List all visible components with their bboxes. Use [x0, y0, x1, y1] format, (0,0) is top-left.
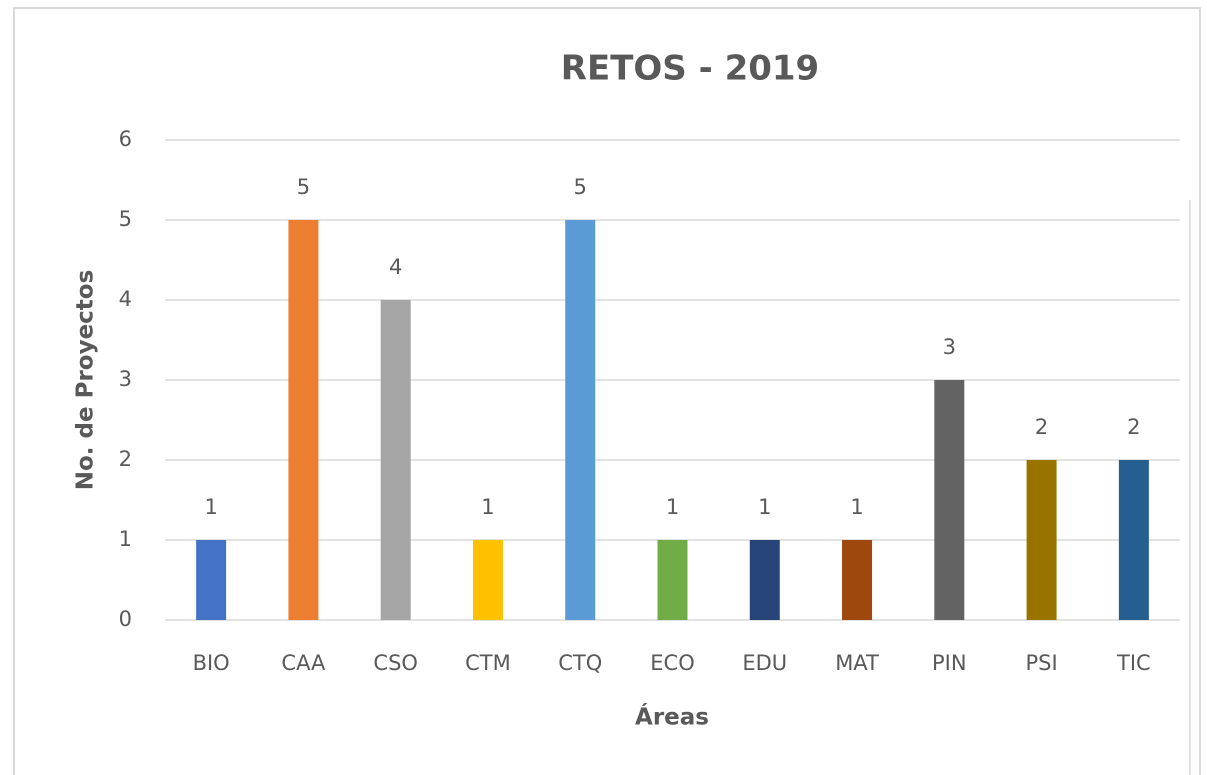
bar — [749, 540, 780, 620]
y-tick-label: 3 — [119, 367, 132, 391]
bar — [380, 300, 411, 620]
x-tick-label: EDU — [742, 651, 787, 675]
data-label: 1 — [758, 495, 771, 519]
x-tick-label: TIC — [1116, 651, 1151, 675]
x-tick-label: CAA — [281, 651, 326, 675]
bar — [565, 220, 596, 620]
data-label: 2 — [1127, 415, 1140, 439]
bar — [1118, 460, 1149, 620]
bar — [288, 220, 319, 620]
data-label: 1 — [204, 495, 217, 519]
x-tick-label: PSI — [1025, 651, 1057, 675]
x-tick-label: CTM — [465, 651, 511, 675]
y-tick-label: 2 — [119, 447, 132, 471]
data-label: 3 — [943, 335, 956, 359]
y-tick-label: 6 — [119, 127, 132, 151]
chart-border — [13, 7, 1201, 775]
x-tick-label: CSO — [373, 651, 418, 675]
x-axis-label: Áreas — [635, 703, 709, 731]
y-tick-label: 5 — [119, 207, 132, 231]
x-tick-label: BIO — [193, 651, 230, 675]
bar — [472, 540, 503, 620]
data-label: 1 — [481, 495, 494, 519]
data-label: 5 — [297, 175, 310, 199]
x-tick-label: ECO — [650, 651, 694, 675]
data-label: 5 — [574, 175, 587, 199]
x-tick-label: PIN — [932, 651, 967, 675]
y-tick-label: 0 — [119, 607, 132, 631]
y-axis-label: No. de Proyectos — [73, 270, 99, 491]
bar — [657, 540, 688, 620]
data-label: 4 — [389, 255, 402, 279]
x-tick-label: MAT — [835, 651, 879, 675]
data-label: 1 — [850, 495, 863, 519]
bar — [1026, 460, 1057, 620]
bar — [196, 540, 227, 620]
x-tick-label: CTQ — [558, 651, 602, 675]
bar — [842, 540, 873, 620]
data-label: 1 — [666, 495, 679, 519]
y-tick-label: 1 — [119, 527, 132, 551]
bar — [934, 380, 965, 620]
chart-title: RETOS - 2019 — [561, 49, 819, 89]
y-tick-label: 4 — [119, 287, 132, 311]
data-label: 2 — [1035, 415, 1048, 439]
